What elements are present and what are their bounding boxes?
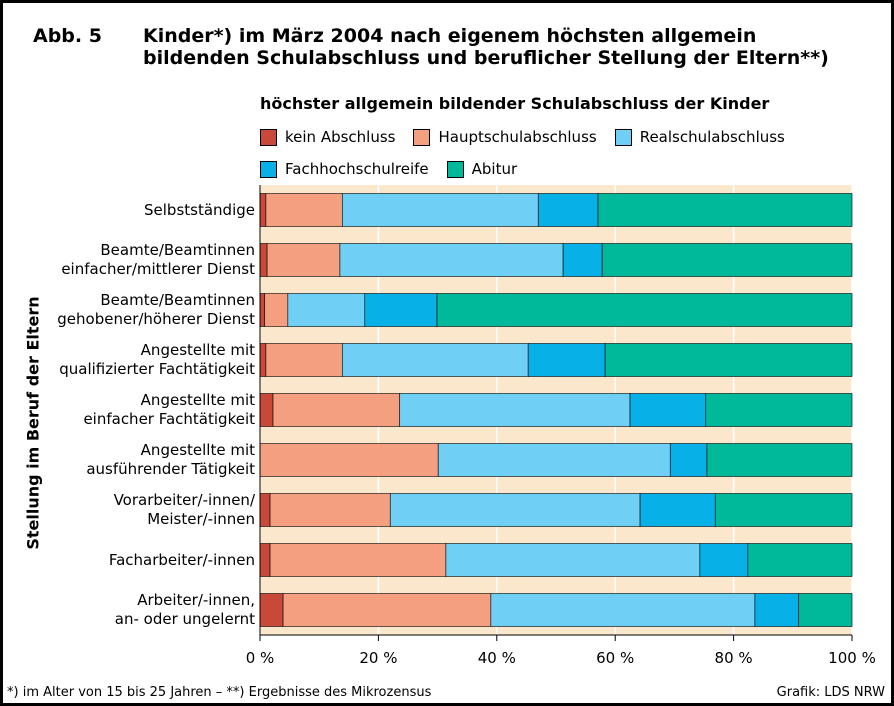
bar-segment [490,593,756,627]
bar-segment [259,343,267,377]
bar-segment [747,543,853,577]
legend-label: Hauptschulabschluss [438,128,597,146]
bar-segment [436,293,853,327]
legend-item: Fachhochschulreife [260,153,429,185]
bar-segment [265,343,343,377]
bar-segment [341,343,529,377]
bar-segment [669,443,708,477]
bar-segment [706,443,853,477]
legend-label: Fachhochschulreife [285,160,429,178]
x-tick-label: 80 % [715,649,753,667]
legend-label: kein Abschluss [285,128,396,146]
bar-segment [259,193,267,227]
y-tick-label: Vorarbeiter/-innen/ Meister/-innen [113,491,255,528]
bar-segment [537,193,599,227]
bar-segment [259,593,284,627]
legend-item: Abitur [446,153,518,185]
bar-segment [341,193,539,227]
bar-segment [287,293,366,327]
bar-segment [272,393,401,427]
legend-swatch [260,160,277,178]
bar-segment [604,343,853,377]
bar-segment [601,243,853,277]
figure-label: Abb. 5 [33,25,102,47]
bar-segment [269,543,447,577]
y-tick-label: Beamte/Beamtinnen einfacher/mittlerer Di… [61,241,255,278]
bar-segment [282,593,492,627]
bar-segment [259,293,266,327]
y-tick-label: Arbeiter/-innen, an- oder ungelernt [114,591,255,628]
bar-segment [259,393,274,427]
bar-segment [445,543,701,577]
bar-segment [399,393,631,427]
x-tick-label: 20 % [359,649,397,667]
bar-segment [265,193,343,227]
bar-segment [705,393,853,427]
bar-segment [527,343,606,377]
legend-swatch [446,160,464,178]
bar-segment [714,493,853,527]
chart-title: Kinder*) im März 2004 nach eigenem höchs… [143,25,829,69]
legend-item: kein Abschluss [260,121,395,153]
legend-swatch [260,128,277,146]
legend-swatch [413,128,431,146]
y-tick-label: Beamte/Beamtinnen gehobener/höherer Dien… [57,291,255,328]
bar-segment [629,393,707,427]
legend-item: Realschulabschluss [614,121,785,153]
bar-segment [266,243,341,277]
y-tick-label: Selbstständige [144,200,255,219]
bar-segment [597,193,853,227]
bar-segment [754,593,800,627]
y-tick-label: Angestellte mit qualifizierter Fachtätig… [59,341,255,378]
y-tick-label: Facharbeiter/-innen [108,550,255,569]
bar-segment [389,493,641,527]
bar-segment [259,543,271,577]
bar-segment [639,493,716,527]
x-tick-label: 100 % [828,649,876,667]
y-tick-label: Angestellte mit ausführender Tätigkeit [86,441,255,478]
legend: kein Abschluss Hauptschulabschluss Realsch… [260,121,880,185]
legend-item: Hauptschulabschluss [413,121,597,153]
bar-segment [259,493,271,527]
bar-segment [264,293,289,327]
bar-segment [699,543,749,577]
bar-segment [269,493,391,527]
legend-title: höchster allgemein bildender Schulabschl… [260,94,770,113]
footnote: *) im Alter von 15 bis 25 Jahren – **) E… [7,685,432,700]
bar-segment [259,443,439,477]
legend-label: Realschulabschluss [639,128,785,146]
bar-segment [798,593,853,627]
legend-label: Abitur [471,160,518,178]
bar-segment [339,243,564,277]
legend-swatch [614,128,632,146]
bar-segment [259,243,268,277]
source: Grafik: LDS NRW [776,685,885,700]
plot: 0 % 20 % 40 % 60 % 80 % 100 % [246,185,876,667]
bar-segment [562,243,603,277]
y-tick-label: Angestellte mit einfacher Fachtätigkeit [83,391,255,428]
x-tick-label: 60 % [596,649,634,667]
x-tick-label: 0 % [246,649,275,667]
bar-segment [437,443,671,477]
x-tick-label: 40 % [478,649,516,667]
bar-segment [364,293,438,327]
